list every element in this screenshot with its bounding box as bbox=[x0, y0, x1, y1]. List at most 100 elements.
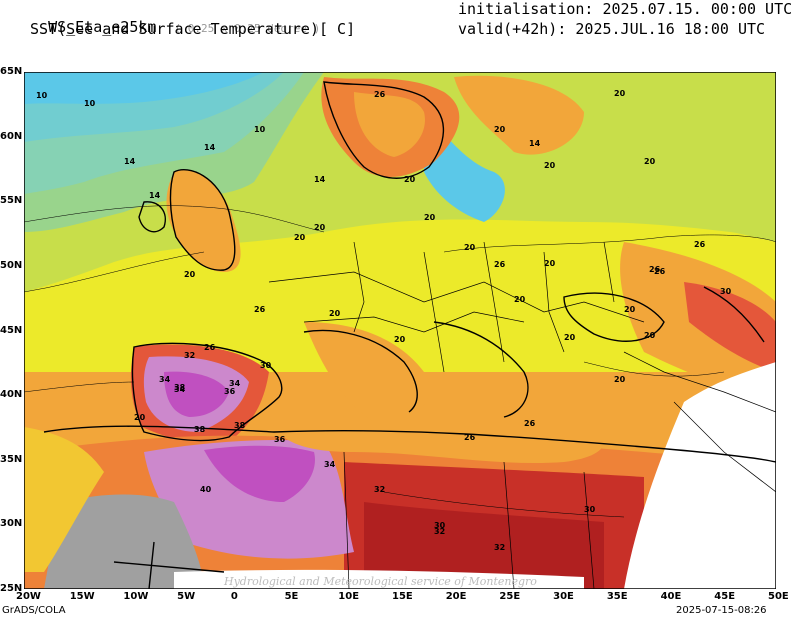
contour-label: 20 bbox=[464, 243, 476, 252]
band-east-t28 bbox=[684, 282, 776, 372]
contour-label: 30 bbox=[260, 361, 272, 370]
contour-label: 26 bbox=[694, 240, 706, 249]
contour-label: 36 bbox=[224, 387, 236, 396]
contour-label: 20 bbox=[544, 259, 556, 268]
band-mask-t40 bbox=[44, 494, 204, 589]
model-title: WS_Eta_e25km ( 0.25 x 0.25 degree ) bbox=[30, 0, 320, 38]
domain-outside-east bbox=[624, 362, 776, 589]
contour-label: 36 bbox=[274, 435, 286, 444]
band-russia-t18 bbox=[584, 72, 776, 242]
contour-label: 20 bbox=[314, 223, 326, 232]
lon-tick-20W: 20W bbox=[16, 591, 41, 602]
watermark: Hydrological and Meteorological service … bbox=[223, 575, 537, 588]
contour-label: 30 bbox=[720, 287, 732, 296]
contour-label: 20 bbox=[404, 175, 416, 184]
band-finland bbox=[454, 75, 584, 155]
lon-tick-35E: 35E bbox=[606, 591, 628, 602]
lon-tick-15W: 15W bbox=[69, 591, 95, 602]
contour-label: 20 bbox=[494, 125, 506, 134]
init-time: initialisation: 2025.07.15. 00:00 UTC bbox=[458, 0, 792, 18]
coastlines bbox=[43, 81, 776, 589]
contour-label: 32 bbox=[434, 527, 445, 536]
footer-right: 2025-07-15-08:26 bbox=[676, 605, 767, 616]
band-coast-t20 bbox=[24, 427, 104, 572]
footer-left: GrADS/COLA bbox=[2, 605, 66, 616]
contour-label: 20 bbox=[544, 161, 556, 170]
contour-label: 14 bbox=[529, 139, 541, 148]
lon-tick-0: 0 bbox=[230, 591, 238, 602]
lat-tick-55N: 55N bbox=[0, 195, 23, 207]
lat-tick-30N: 30N bbox=[0, 518, 23, 530]
lat-tick-60N: 60N bbox=[0, 130, 23, 142]
borders bbox=[268, 241, 776, 589]
contour-label: 38 bbox=[234, 421, 246, 430]
resolution-note: ( 0.25 x 0.25 degree ) bbox=[174, 22, 321, 35]
contour-label: 14 bbox=[204, 143, 216, 152]
contour-label: 26 bbox=[494, 260, 506, 269]
contour-label: 26 bbox=[204, 343, 216, 352]
contour-label: 20 bbox=[514, 295, 526, 304]
contour-label: 10 bbox=[84, 99, 96, 108]
model-name: WS_Eta_e25km bbox=[48, 18, 157, 36]
lon-tick-40E: 40E bbox=[660, 591, 682, 602]
valid-time: valid(+42h): 2025.JUL.16 18:00 UTC bbox=[458, 20, 765, 38]
contour-label: 14 bbox=[149, 191, 161, 200]
valid-label: valid(+42h): bbox=[458, 20, 567, 38]
lon-tick-10W: 10W bbox=[123, 591, 149, 602]
contour-label: 26 bbox=[464, 433, 476, 442]
lat-tick-65N: 65N bbox=[0, 66, 23, 77]
valid-value: 2025.JUL.16 18:00 UTC bbox=[575, 20, 766, 38]
band-africa-t32 bbox=[364, 502, 604, 589]
contour-label: 38 bbox=[174, 383, 186, 392]
contour-label: 20 bbox=[134, 413, 146, 422]
lat-tick-45N: 45N bbox=[0, 324, 23, 336]
contour-label: 26 bbox=[524, 419, 536, 428]
lon-tick-5W: 5W bbox=[177, 591, 196, 602]
contour-label: 34 bbox=[324, 460, 336, 469]
contour-label: 10 bbox=[36, 91, 48, 100]
band-scandi-t24 bbox=[354, 92, 425, 157]
lon-tick-45E: 45E bbox=[714, 591, 736, 602]
contour-labels: 10 10 10 14 14 14 14 14 20 20 20 20 20 20 20 20 20 20 20 20… bbox=[36, 89, 732, 552]
contour-label: 20 bbox=[294, 233, 306, 242]
contour-label: 26 bbox=[254, 305, 266, 314]
contour-label: 26 bbox=[649, 265, 661, 274]
lon-tick-10E: 10E bbox=[338, 591, 360, 602]
contour-label: 34 bbox=[174, 385, 186, 394]
band-t10 bbox=[24, 72, 264, 104]
contour-label: 20 bbox=[644, 157, 656, 166]
band-sahara-t36 bbox=[204, 445, 315, 502]
lon-tick-50E: 50E bbox=[768, 591, 789, 602]
contour-label: 20 bbox=[184, 270, 196, 279]
contour-label: 34 bbox=[229, 379, 241, 388]
contour-label: 38 bbox=[194, 425, 206, 434]
contour-label: 20 bbox=[424, 213, 436, 222]
domain-outside bbox=[174, 569, 584, 589]
lat-tick-25N: 25N bbox=[0, 583, 23, 594]
contour-label: 40 bbox=[200, 485, 212, 494]
contour-label: 32 bbox=[494, 543, 505, 552]
lat-tick-40N: 40N bbox=[0, 389, 23, 401]
band-iberia-t36 bbox=[164, 371, 229, 417]
contour-label: 10 bbox=[254, 125, 266, 134]
band-med-sea bbox=[269, 409, 604, 464]
init-label: initialisation: bbox=[458, 0, 594, 18]
sst-map: 10 10 10 14 14 14 14 14 20 20 20 20 20 20 20 20 20 20 20 20… bbox=[24, 72, 776, 589]
lon-tick-5E: 5E bbox=[284, 591, 299, 602]
lat-tick-50N: 50N bbox=[0, 259, 23, 271]
contour-label: 20 bbox=[564, 333, 576, 342]
contour-label: 26 bbox=[374, 90, 386, 99]
lon-tick-30E: 30E bbox=[553, 591, 574, 602]
contour-label: 30 bbox=[584, 505, 596, 514]
contour-label: 30 bbox=[434, 521, 446, 530]
contour-label: 20 bbox=[614, 375, 626, 384]
contour-label: 20 bbox=[614, 89, 626, 98]
lon-tick-25E: 25E bbox=[499, 591, 521, 602]
contour-label: 26 bbox=[654, 267, 666, 276]
contour-label: 14 bbox=[314, 175, 326, 184]
contour-label: 14 bbox=[124, 157, 136, 166]
variable-title: SST(See and Surface Temperature)[ C] bbox=[30, 20, 356, 38]
contour-label: 20 bbox=[644, 331, 656, 340]
contour-label: 32 bbox=[374, 485, 385, 494]
init-value: 2025.07.15. 00:00 UTC bbox=[602, 0, 793, 18]
